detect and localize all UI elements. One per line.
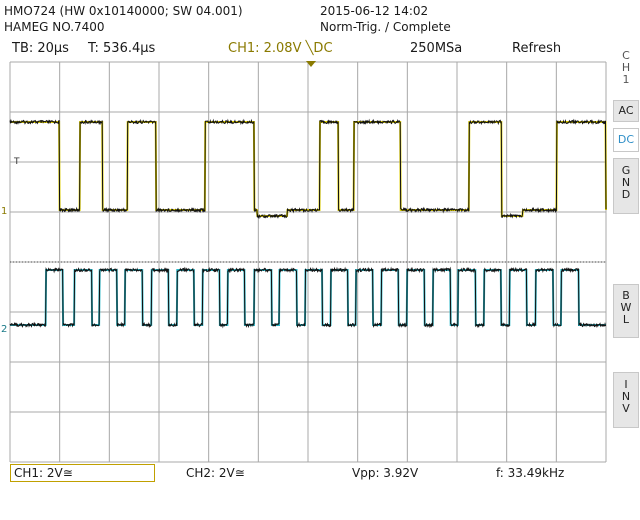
timebase-readout[interactable]: TB: 20µs (12, 41, 69, 56)
gnd-button[interactable]: G N D (613, 158, 639, 214)
inv-button[interactable]: I N V (613, 372, 639, 428)
inv-letter: N (621, 390, 631, 403)
bwl-letter: B (622, 289, 630, 302)
side-menu: C H 1 AC DC G N D B W L I N V (612, 38, 640, 458)
channel-letter: H (621, 61, 631, 74)
ch2-waveform-noise (9, 266, 607, 329)
oscilloscope-screen: 1 2 T (1, 61, 607, 463)
trigger-level-marker[interactable]: T (13, 157, 20, 167)
gnd-letter: G (621, 164, 631, 177)
datetime-label: 2015-06-12 14:02 (320, 4, 429, 18)
bwl-button[interactable]: B W L (613, 284, 639, 338)
frequency-measurement: f: 33.49kHz (496, 466, 565, 480)
ac-coupling-button[interactable]: AC (613, 100, 639, 122)
top-info-bar: TB: 20µs T: 536.4µs CH1: 2.08V ╲DC 250MS… (0, 38, 612, 60)
gnd-letter: D (621, 188, 631, 201)
channel-letter: 1 (622, 73, 630, 86)
ch1-level-marker[interactable]: 1 (1, 206, 7, 217)
inv-letter: I (624, 378, 628, 391)
ch2-scale-readout[interactable]: CH2: 2V≅ (186, 466, 245, 480)
trigger-position-marker[interactable] (306, 61, 316, 67)
graticule-grid (9, 61, 607, 463)
ch1-scale-box[interactable] (10, 464, 155, 482)
inv-letter: V (622, 402, 630, 415)
trigger-time-readout[interactable]: T: 536.4µs (88, 41, 156, 56)
refresh-mode-readout[interactable]: Refresh (512, 41, 562, 56)
ch2-level-marker[interactable]: 2 (1, 324, 7, 335)
bwl-letter: W (620, 301, 632, 314)
channel-1-button[interactable]: C H 1 (613, 50, 639, 94)
channel-letter: C (622, 49, 630, 62)
sample-rate-readout: 250MSa (410, 41, 463, 56)
ch1-trigger-readout[interactable]: CH1: 2.08V ╲DC (228, 41, 333, 56)
ch1-scale-readout[interactable]: CH1: 2V≅ (14, 466, 73, 480)
bwl-letter: L (622, 313, 630, 326)
trigger-status: Norm-Trig. / Complete (320, 20, 451, 34)
bottom-info-bar: CH1: 2V≅ CH2: 2V≅ Vpp: 3.92V f: 33.49kHz (0, 463, 612, 485)
ch1-waveform-noise (9, 118, 607, 219)
device-label: HAMEG NO.7400 (4, 20, 105, 34)
gnd-letter: N (621, 176, 631, 189)
vpp-measurement: Vpp: 3.92V (352, 466, 419, 480)
dc-coupling-button[interactable]: DC (613, 128, 639, 152)
model-label: HMO724 (HW 0x10140000; SW 04.001) (4, 4, 243, 18)
